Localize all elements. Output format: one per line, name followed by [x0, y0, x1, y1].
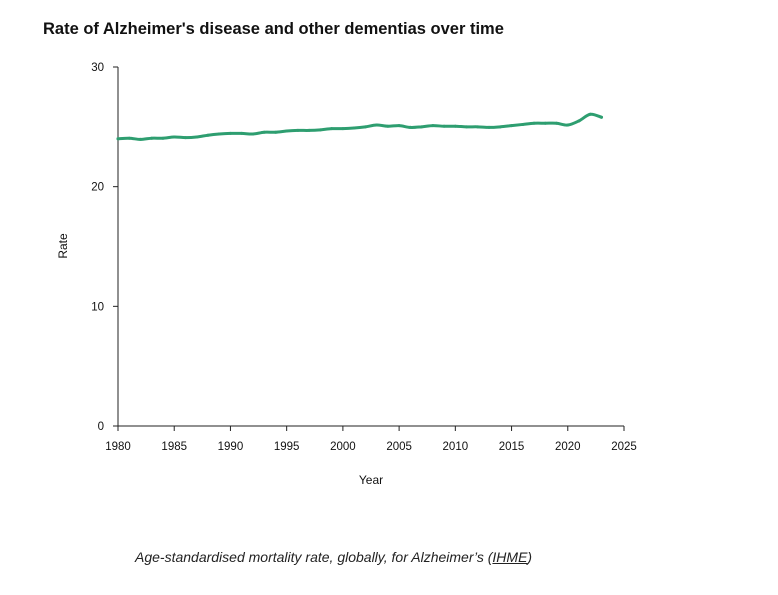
data-point	[195, 135, 199, 139]
data-point	[442, 124, 446, 128]
data-point	[240, 131, 244, 135]
data-point	[577, 119, 581, 123]
x-tick-label: 2005	[386, 441, 412, 453]
data-point	[127, 136, 131, 140]
data-point	[251, 132, 255, 136]
y-tick-label: 30	[91, 62, 104, 74]
data-point	[341, 127, 345, 131]
data-point	[543, 121, 547, 125]
data-point	[363, 125, 367, 129]
data-point	[498, 125, 502, 129]
data-point	[296, 128, 300, 132]
y-axis: 0 10 20 30	[91, 62, 119, 433]
data-point	[521, 122, 525, 126]
x-axis: 1980 1985 1990 1995 2000 2005 2010 2015 2020 2025	[105, 425, 637, 453]
caption-text: Age-standardised mortality rate, globall…	[135, 549, 493, 565]
data-point	[600, 115, 604, 119]
data-point	[431, 124, 435, 128]
data-point	[487, 125, 491, 129]
data-point	[228, 131, 232, 135]
x-tick-label: 1980	[105, 441, 131, 453]
caption-close: )	[527, 549, 533, 565]
data-point	[375, 123, 379, 127]
data-point	[138, 137, 142, 141]
data-point	[510, 124, 514, 128]
data-point	[116, 137, 120, 141]
source-link[interactable]: IHME	[492, 549, 528, 565]
data-point	[532, 121, 536, 125]
series-line-rate	[116, 112, 604, 141]
data-point	[465, 125, 469, 129]
data-point	[330, 127, 334, 131]
x-tick-label: 1995	[274, 441, 300, 453]
y-tick-label: 0	[98, 421, 104, 433]
data-point	[566, 123, 570, 127]
data-point	[307, 128, 311, 132]
chart-title: Rate of Alzheimer's disease and other de…	[43, 20, 504, 38]
y-axis-label: Rate	[56, 233, 70, 259]
y-tick-label: 20	[91, 182, 104, 194]
data-point	[408, 125, 412, 129]
data-point	[476, 125, 480, 129]
x-tick-label: 2015	[499, 441, 525, 453]
x-tick-label: 2000	[330, 441, 356, 453]
y-tick-label: 10	[91, 301, 104, 313]
x-tick-label: 1990	[218, 441, 244, 453]
data-point	[161, 136, 165, 140]
x-tick-label: 1985	[161, 441, 187, 453]
x-tick-label: 2010	[443, 441, 469, 453]
data-point	[386, 124, 390, 128]
data-point	[453, 124, 457, 128]
data-point	[352, 126, 356, 130]
x-tick-label: 2020	[555, 441, 581, 453]
series-group	[116, 112, 604, 141]
data-point	[172, 135, 176, 139]
data-point	[206, 133, 210, 137]
data-point	[588, 112, 592, 116]
data-point	[555, 121, 559, 125]
data-point	[183, 136, 187, 140]
data-point	[217, 132, 221, 136]
data-point	[397, 124, 401, 128]
data-point	[318, 128, 322, 132]
source-caption: Age-standardised mortality rate, globall…	[135, 549, 532, 565]
data-point	[150, 136, 154, 140]
x-tick-label: 2025	[611, 441, 637, 453]
x-axis-label: Year	[359, 473, 383, 487]
data-point	[420, 125, 424, 129]
data-point	[273, 130, 277, 134]
data-point	[262, 130, 266, 134]
data-point	[285, 129, 289, 133]
